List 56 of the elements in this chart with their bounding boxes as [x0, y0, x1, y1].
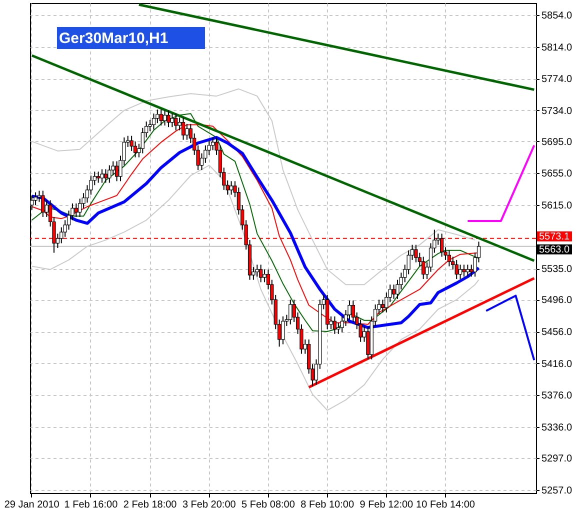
candlestick: [414, 244, 418, 263]
text: Ger30Mar10,H1: [59, 30, 168, 47]
x-tick-label: 8 Feb 10:00: [300, 500, 354, 510]
y-tick-label: 5774.0: [542, 74, 573, 86]
candlestick: [100, 168, 104, 184]
x-tick-label: 1 Feb 16:00: [64, 500, 118, 510]
candlestick: [447, 250, 452, 267]
y-tick-label: 5535.0: [542, 264, 573, 276]
candlestick: [422, 256, 426, 280]
y-tick-label: 5854.0: [542, 10, 573, 22]
candlestick: [96, 171, 100, 184]
x-tick-label: 10 Feb 14:00: [416, 500, 476, 510]
y-tick-label: 5456.0: [542, 327, 573, 338]
candlestick: [114, 160, 119, 182]
ref-line-label: 5573.1: [539, 231, 570, 242]
candlestick: [458, 264, 462, 280]
x-tick-label: 9 Feb 12:00: [360, 500, 414, 510]
y-tick-label: 5615.0: [542, 200, 573, 212]
candlestick: [152, 113, 156, 130]
y-tick-label: 5496.0: [542, 295, 573, 306]
candlestick: [454, 259, 458, 280]
x-tick-label: 29 Jan 2010: [4, 500, 60, 510]
candlestick: [185, 123, 189, 140]
candlestick: [466, 264, 470, 278]
candlestick: [41, 190, 45, 218]
ref-line-label: 5563.0: [539, 244, 570, 256]
y-tick-label: 5257.0: [542, 485, 573, 496]
candlestick: [163, 110, 167, 126]
y-tick-label: 5416.0: [542, 358, 573, 370]
y-tick-label: 5695.0: [542, 136, 573, 148]
candlestick: [380, 299, 385, 313]
candlestick: [166, 110, 170, 128]
y-tick-label: 5376.0: [542, 390, 573, 402]
candlestick: [281, 316, 285, 345]
candlestick: [288, 299, 292, 325]
candlestick: [229, 180, 234, 196]
candlestick: [255, 264, 259, 278]
candlestick: [104, 168, 108, 184]
y-tick-label: 5655.0: [542, 168, 573, 180]
y-tick-label: 5336.0: [542, 422, 573, 434]
y-tick-label: 5814.0: [542, 42, 573, 54]
candlestick: [170, 113, 174, 128]
candlestick: [159, 109, 163, 126]
x-tick-label: 5 Feb 08:00: [242, 500, 296, 510]
y-tick-label: 5734.0: [542, 106, 573, 117]
y-tick-label: 5297.0: [542, 454, 573, 464]
candlestick: [211, 136, 215, 151]
candlestick: [74, 202, 78, 218]
candlestick: [462, 264, 466, 278]
candlestick: [259, 264, 263, 283]
candlestick: [34, 192, 38, 206]
x-tick-label: 3 Feb 20:00: [182, 500, 236, 510]
x-tick-label: 2 Feb 18:00: [123, 500, 178, 510]
candlestick: [262, 268, 266, 283]
candlestick: [108, 164, 112, 184]
candlestick: [392, 284, 396, 300]
